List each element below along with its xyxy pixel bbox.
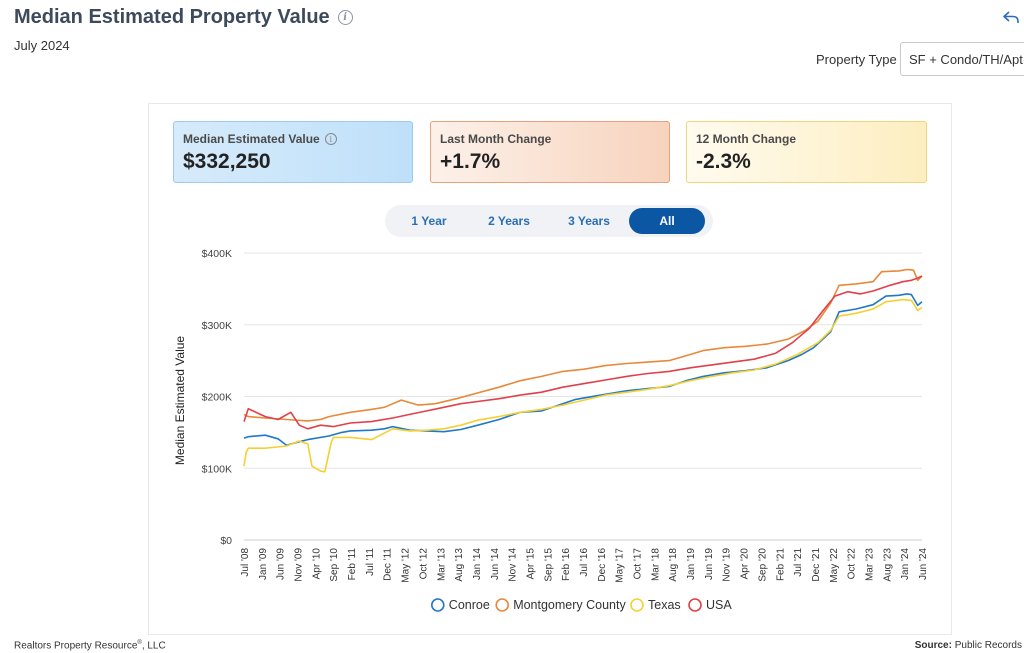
x-tick-label: Jan '19 (686, 548, 697, 580)
x-tick-label: Jun '14 (490, 548, 501, 580)
x-tick-label: Dec '11 (383, 548, 394, 581)
x-tick-label: Mar '23 (864, 548, 875, 581)
median-value-info-icon[interactable]: i (324, 133, 337, 145)
last-month-change-value: +1.7% (440, 150, 501, 173)
x-tick-label: Jul '08 (240, 548, 251, 577)
x-tick-label: Aug '13 (454, 548, 465, 582)
last-month-change-label: Last Month Change (440, 132, 552, 146)
x-tick-label: Jun '09 (276, 548, 287, 580)
x-tick-label: Jul '16 (579, 548, 590, 577)
x-tick-label: May '22 (829, 548, 840, 583)
source-label: Source: (914, 640, 952, 651)
chart-panel (148, 103, 952, 635)
property-type-label: Property Type (816, 52, 897, 67)
page-title: Median Estimated Property Value i (14, 6, 353, 29)
median-value-amount: $332,250 (183, 150, 271, 173)
x-tick-label: Sep '10 (329, 548, 340, 582)
x-tick-label: Jul '21 (793, 548, 804, 577)
x-tick-label: Sep '15 (543, 548, 554, 582)
x-tick-label: Oct '17 (633, 548, 644, 580)
legend-label: Texas (648, 598, 681, 612)
y-tick-label: $100K (202, 463, 232, 475)
x-tick-label: Oct '12 (418, 548, 429, 580)
y-tick-label: $300K (202, 320, 232, 332)
time-range-tabs: 1 Year 2 Years 3 Years All (385, 205, 713, 237)
page-title-text: Median Estimated Property Value (14, 6, 330, 28)
last-month-change-card: Last Month Change +1.7% (430, 121, 670, 183)
x-tick-label: Jul '11 (365, 548, 376, 576)
y-tick-label: $0 (220, 535, 232, 547)
series-line-texas (243, 298, 923, 473)
x-tick-label: Jan '14 (472, 548, 483, 580)
median-value-label: Median Estimated Value (183, 132, 320, 146)
tab-all[interactable]: All (629, 208, 705, 234)
legend-label: USA (706, 598, 732, 612)
x-tick-label: Feb '11 (347, 548, 358, 581)
x-tick-label: Aug '18 (668, 548, 679, 582)
x-tick-label: Nov '14 (508, 548, 519, 582)
x-tick-label: May '17 (615, 548, 626, 583)
property-type-select[interactable]: SF + Condo/TH/Apt (900, 42, 1024, 76)
x-tick-label: Jan '09 (258, 548, 269, 580)
x-tick-label: Feb '16 (561, 548, 572, 581)
tab-2-years[interactable]: 2 Years (488, 214, 530, 228)
legend-label: Conroe (449, 598, 490, 612)
x-tick-label: Sep '20 (757, 548, 768, 582)
x-tick-label: Nov '09 (294, 548, 305, 582)
report-date: July 2024 (14, 38, 70, 53)
share-icon[interactable] (1002, 8, 1020, 26)
median-value-label-row: Median Estimated Value i (183, 132, 403, 146)
tab-1-year[interactable]: 1 Year (411, 214, 447, 228)
x-tick-label: Dec '21 (811, 548, 822, 582)
tab-3-years[interactable]: 3 Years (568, 214, 610, 228)
series-line-montgomery-county (243, 268, 923, 422)
x-tick-label: Apr '10 (311, 548, 322, 580)
x-tick-label: Mar '18 (650, 548, 661, 581)
x-tick-label: Mar '13 (436, 548, 447, 581)
x-tick-label: Apr '20 (740, 548, 751, 580)
legend-marker (688, 598, 702, 612)
twelve-month-change-card: 12 Month Change -2.3% (686, 121, 927, 183)
x-tick-label: Jan '24 (900, 548, 911, 580)
x-tick-label: Dec '16 (597, 548, 608, 582)
footer-source: Source: Public Records (915, 640, 1022, 651)
series-line-conroe (243, 293, 923, 447)
legend-marker (630, 598, 644, 612)
x-tick-label: May '12 (401, 548, 412, 583)
x-tick-label: Jun '24 (918, 548, 929, 580)
source-value: Public Records (954, 640, 1022, 651)
legend-label: Montgomery County (513, 598, 626, 612)
y-axis-title: Median Estimated Value (173, 336, 187, 466)
legend-marker (495, 598, 510, 612)
footer-company: Realtors Property Resource®, LLC (14, 640, 166, 651)
x-tick-label: Aug '23 (882, 548, 893, 582)
info-icon[interactable]: i (337, 10, 353, 25)
footer-company-suffix: , LLC (141, 640, 166, 652)
x-tick-label: Feb '21 (775, 548, 786, 581)
footer-company-name: Realtors Property Resource (14, 640, 138, 652)
y-tick-label: $200K (202, 392, 232, 404)
twelve-month-change-value: -2.3% (696, 150, 751, 173)
x-tick-label: Oct '22 (847, 548, 858, 580)
y-tick-label: $400K (202, 248, 232, 260)
x-tick-label: Nov '19 (722, 548, 733, 582)
series-line-usa (243, 275, 923, 430)
x-tick-label: Jun '19 (704, 548, 715, 580)
legend-marker (430, 598, 445, 612)
twelve-month-change-label: 12 Month Change (696, 132, 797, 146)
registered-mark: ® (137, 640, 142, 646)
median-value-card: Median Estimated Value i $332,250 (173, 121, 413, 183)
x-tick-label: Apr '15 (525, 548, 536, 580)
